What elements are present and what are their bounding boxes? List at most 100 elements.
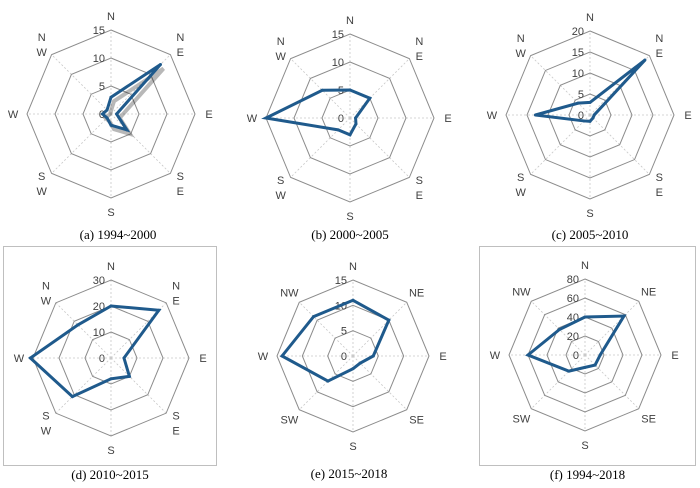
data-point-e-c bbox=[592, 113, 596, 117]
data-point-se-a bbox=[125, 128, 129, 132]
direction-label-s-e: S bbox=[349, 441, 356, 453]
data-point-sw-b bbox=[336, 128, 340, 132]
grid-ring-2-f bbox=[546, 316, 624, 394]
tick-label-15-b: 15 bbox=[332, 29, 344, 41]
grid-ring-4-f bbox=[508, 278, 662, 432]
direction-label-e-f: E bbox=[671, 350, 678, 362]
direction-label-n-b: N bbox=[346, 15, 354, 27]
chart-panel-c: 0 5 10 15 20 N N E E S E S S W W N W (c) 2005~2010 bbox=[480, 5, 700, 247]
data-point-se-e bbox=[358, 361, 362, 365]
caption-f: (f) 1994~2018 bbox=[549, 467, 626, 482]
direction-label-e-c: E bbox=[684, 110, 691, 122]
data-point-ne-f bbox=[622, 314, 626, 318]
caption-b: (b) 2000~2005 bbox=[311, 227, 389, 242]
grid-ring-2-b bbox=[293, 61, 407, 175]
tick-label-60-f: 60 bbox=[567, 293, 579, 305]
data-point-n-c bbox=[588, 100, 592, 104]
grid-ring-3-c bbox=[526, 51, 654, 179]
data-point-e-a bbox=[115, 112, 119, 116]
data-point-sw-c bbox=[582, 119, 586, 123]
grid-ring-3-e bbox=[276, 279, 430, 433]
spoke-ne-b bbox=[349, 58, 410, 119]
grid-ring-2-a bbox=[54, 57, 168, 171]
direction-label-ne-f: NE bbox=[641, 286, 656, 298]
tick-label-30-d: 30 bbox=[93, 275, 105, 287]
data-point-w-f bbox=[526, 353, 530, 357]
data-point-nw-a bbox=[105, 108, 109, 112]
direction-label-e-b: E bbox=[444, 113, 451, 125]
tick-label-15-c: 15 bbox=[572, 47, 584, 59]
tick-label-20-c: 20 bbox=[572, 26, 584, 38]
direction-label-n-a: N bbox=[107, 11, 115, 23]
spoke-ne-e bbox=[352, 301, 408, 357]
direction-label-s-b: S bbox=[346, 211, 353, 223]
grid-ring-3-f bbox=[527, 297, 643, 413]
tick-label-10-c: 10 bbox=[572, 68, 584, 80]
chart-panel-e: 0 5 10 15 N NE E SE S SW W NW (e) 2015~2018 bbox=[242, 246, 456, 481]
series-line-d bbox=[28, 304, 162, 399]
spoke-nw-a bbox=[51, 54, 112, 115]
direction-label-n-c: N bbox=[586, 12, 594, 24]
data-point-e-d bbox=[122, 356, 126, 360]
chart-panel-f: 0 20 40 60 80 N NE E SE S SW W NW (f) 1994~2018 bbox=[479, 246, 696, 482]
tick-label-15-e: 15 bbox=[335, 275, 347, 287]
spoke-nw-e bbox=[298, 301, 354, 357]
data-point-sw-f bbox=[567, 369, 571, 373]
data-point-sw-e bbox=[326, 379, 330, 383]
data-point-w-d bbox=[28, 356, 32, 360]
spoke-se-e bbox=[352, 355, 408, 411]
direction-label-s-d: S bbox=[107, 445, 114, 457]
data-point-ne-c bbox=[643, 58, 647, 62]
direction-label-n-d: N bbox=[107, 261, 115, 273]
data-point-nw-f bbox=[557, 327, 561, 331]
data-point-e-e bbox=[371, 354, 375, 358]
data-point-e-f bbox=[598, 353, 602, 357]
tick-label-0-f: 0 bbox=[573, 350, 579, 362]
data-point-ne-e bbox=[387, 318, 391, 322]
data-point-s-b bbox=[348, 133, 352, 137]
direction-label-e-e: E bbox=[439, 351, 446, 363]
direction-label-w-e: W bbox=[258, 351, 269, 363]
data-point-e-b bbox=[354, 116, 358, 120]
radar-chart-c: 0 5 10 15 20N N E E S E S S W W N W bbox=[487, 12, 692, 220]
series-line-b bbox=[261, 88, 373, 137]
grid-ring-2-d bbox=[58, 305, 164, 411]
grid-ring-1-e bbox=[327, 330, 379, 382]
spoke-sw-d bbox=[55, 357, 112, 414]
direction-label-se-f: SE bbox=[641, 414, 656, 426]
direction-label-sw-e: SW bbox=[280, 415, 298, 427]
tick-label-80-f: 80 bbox=[567, 274, 579, 286]
grid-ring-4-c bbox=[505, 30, 675, 200]
data-point-ne-b bbox=[368, 96, 372, 100]
data-point-nw-c bbox=[576, 101, 580, 105]
tick-label-10-a: 10 bbox=[93, 53, 105, 65]
spoke-nw-d bbox=[55, 302, 112, 359]
caption-a: (a) 1994~2000 bbox=[79, 227, 157, 242]
spoke-se-d bbox=[110, 357, 167, 414]
data-point-n-f bbox=[583, 315, 587, 319]
direction-label-n-f: N bbox=[581, 260, 589, 272]
spoke-sw-a bbox=[51, 113, 112, 174]
data-point-se-b bbox=[354, 122, 358, 126]
data-point-w-c bbox=[533, 113, 537, 117]
direction-label-w-f: W bbox=[490, 350, 501, 362]
series-shadow-a bbox=[102, 66, 165, 138]
tick-label-0-c: 0 bbox=[578, 110, 584, 122]
direction-label-ne-e: NE bbox=[409, 287, 424, 299]
direction-label-e-d: E bbox=[199, 353, 206, 365]
grid-ring-3-d bbox=[32, 279, 190, 437]
tick-label-0-b: 0 bbox=[338, 113, 344, 125]
tick-label-15-a: 15 bbox=[93, 25, 105, 37]
